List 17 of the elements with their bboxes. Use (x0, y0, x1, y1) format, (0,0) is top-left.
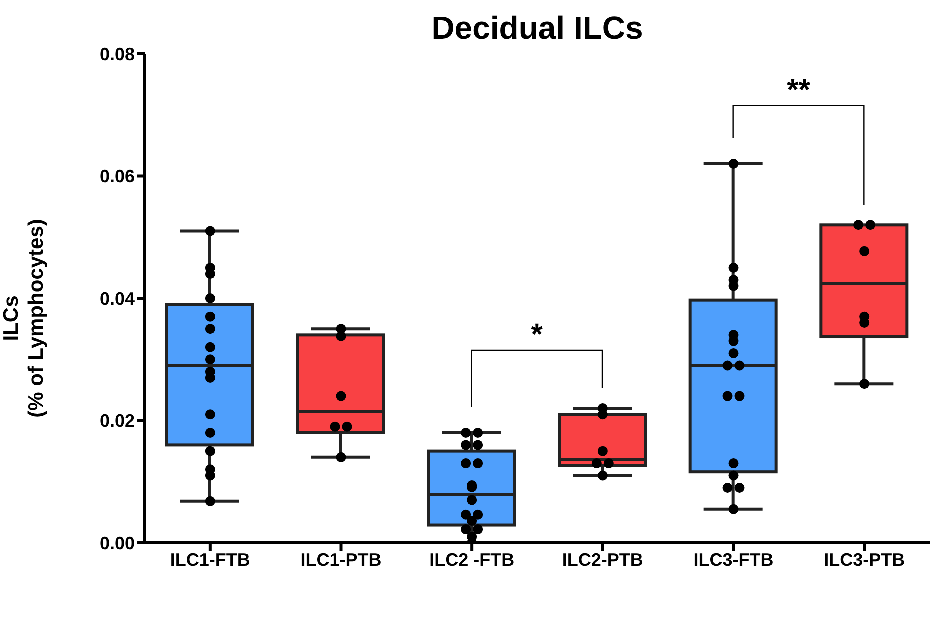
annotation: ** (787, 74, 811, 107)
y-tick-label: 0.04 (100, 288, 135, 309)
x-tick-label: ILC1-FTB (170, 550, 250, 570)
significance-bracket: * (471, 318, 604, 407)
y-tick-label: 0.06 (100, 166, 135, 187)
y-tick-label: 0.08 (100, 44, 135, 64)
x-tick-label: ILC3-PTB (824, 550, 906, 570)
significance-bracket: ** (732, 74, 865, 206)
y-axis-title: ILCs (% of Lymphocytes) (0, 219, 48, 418)
annotation: * (531, 318, 544, 352)
x-tick-label: ILC2 -FTB (430, 550, 515, 570)
chart-title: Decidual ILCs (430, 10, 644, 47)
x-tick-label: ILC3-FTB (694, 550, 774, 570)
y-tick-label: 0.00 (100, 533, 135, 554)
x-tick-label: ILC1-PTB (300, 550, 382, 570)
x-tick-label: ILC2-PTB (562, 550, 644, 570)
y-tick-label: 0.02 (100, 411, 135, 432)
